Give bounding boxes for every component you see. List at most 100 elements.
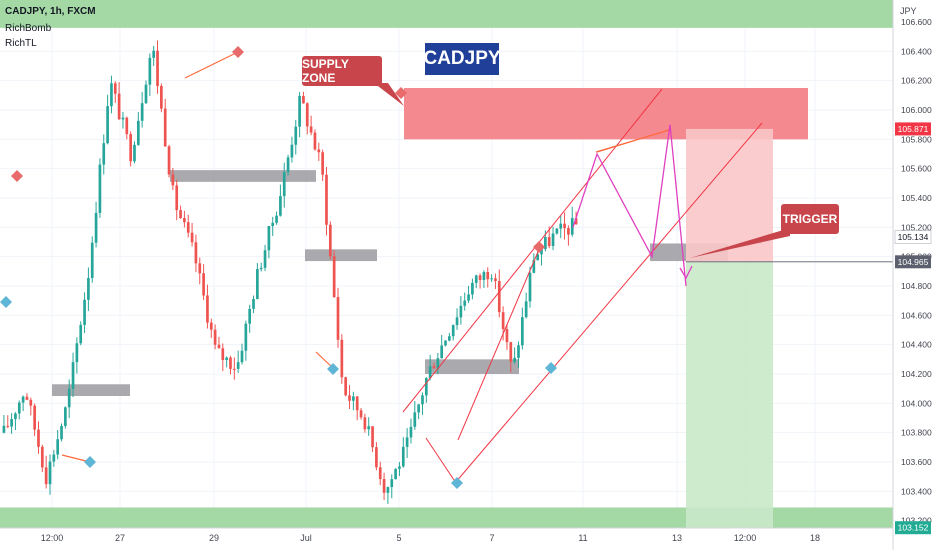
candle-body xyxy=(375,447,378,468)
candle-body xyxy=(14,413,17,420)
gray-1 xyxy=(52,384,130,396)
candle-body xyxy=(2,425,6,433)
candle-body xyxy=(302,95,305,104)
candle-body xyxy=(56,439,60,455)
candle-body xyxy=(209,322,213,330)
candle-body xyxy=(110,83,113,107)
indicator-richtl[interactable]: RichTL xyxy=(5,38,37,49)
candle-body xyxy=(87,278,90,300)
candle-body xyxy=(524,301,528,318)
bottom-demand xyxy=(0,507,893,528)
candle-body xyxy=(248,308,252,324)
candle-body xyxy=(79,324,83,344)
price-tick-label: 106.000 xyxy=(901,105,932,115)
candle-body xyxy=(340,339,344,378)
candle-body xyxy=(290,144,294,158)
candle-body xyxy=(378,467,382,480)
time-tick-label: 27 xyxy=(115,533,125,543)
pair-label: CADJPY xyxy=(423,43,501,75)
candle-body xyxy=(528,272,532,302)
candle-body xyxy=(478,275,482,281)
candle-body xyxy=(171,174,175,186)
candle-body xyxy=(6,425,10,427)
candle-body xyxy=(263,250,267,268)
pivot-diamond xyxy=(451,477,463,489)
price-tick-label: 104.200 xyxy=(901,369,932,379)
candle-body xyxy=(156,50,159,86)
candle-body xyxy=(344,377,348,396)
price-tag-bg xyxy=(895,521,931,535)
candle-body xyxy=(221,348,225,361)
candle-body xyxy=(186,222,190,233)
candle-body xyxy=(44,467,48,485)
price-tick-label: 105.400 xyxy=(901,193,932,203)
price-tag-bg xyxy=(894,230,932,244)
time-tick-label: 11 xyxy=(578,533,587,543)
candle-body xyxy=(259,267,263,270)
candle-body xyxy=(17,402,21,414)
candle-body xyxy=(232,368,236,370)
price-tag-label: 104.965 xyxy=(898,257,929,267)
candle-body xyxy=(144,84,148,104)
candle-body xyxy=(559,223,563,229)
candle-body xyxy=(194,242,198,264)
candle-body xyxy=(390,479,394,488)
pivot-diamond xyxy=(11,170,23,182)
candle-body xyxy=(202,273,205,296)
candle-body xyxy=(309,126,313,133)
candle-body xyxy=(25,396,29,400)
time-tick-label: 7 xyxy=(489,533,494,543)
swing-line xyxy=(315,351,334,369)
gray-4 xyxy=(425,359,519,374)
candle-body xyxy=(113,83,117,94)
price-tag-label: 105.871 xyxy=(898,124,929,134)
candle-body xyxy=(417,404,420,413)
candle-body xyxy=(401,446,405,467)
candle-body xyxy=(37,429,40,447)
candle-body xyxy=(551,233,555,247)
candle-body xyxy=(532,260,536,273)
price-tick-label: 106.600 xyxy=(901,17,932,27)
candle-body xyxy=(179,210,182,219)
indicator-richbomb[interactable]: RichBomb xyxy=(5,23,52,34)
pivot-diamond xyxy=(0,296,12,308)
candle-body xyxy=(217,344,221,349)
candle-body xyxy=(421,395,424,405)
candle-body xyxy=(355,396,359,411)
candle-body xyxy=(48,461,52,485)
price-tick-label: 105.600 xyxy=(901,164,932,174)
candle-body xyxy=(567,228,570,235)
candle-body xyxy=(67,388,71,408)
candle-body xyxy=(29,399,33,406)
candle-body xyxy=(570,218,574,235)
candle-body xyxy=(382,479,386,493)
candle-body xyxy=(544,237,547,250)
top-demand xyxy=(0,0,893,28)
candle-body xyxy=(298,95,301,127)
price-tick-label: 104.000 xyxy=(901,398,932,408)
supply-callout-pointer xyxy=(374,83,404,106)
candle-body xyxy=(213,329,217,345)
candle-body xyxy=(367,426,371,430)
candle-body xyxy=(136,120,140,145)
time-tick-label: Jul xyxy=(300,533,312,543)
candle-body xyxy=(328,224,332,257)
price-tag-bg xyxy=(895,255,931,269)
candle-body xyxy=(325,174,328,225)
candle-body xyxy=(513,357,516,362)
candle-body xyxy=(486,272,490,280)
price-tag-bg xyxy=(895,122,931,136)
time-tick-label: 18 xyxy=(810,533,820,543)
candle-body xyxy=(129,134,132,162)
channel-lower-line xyxy=(454,122,763,484)
candle-body xyxy=(133,144,136,162)
price-tag-label: 103.152 xyxy=(898,523,929,533)
candle-body xyxy=(440,345,444,359)
candle-body xyxy=(482,272,486,281)
candle-body xyxy=(229,357,232,369)
candle-body xyxy=(540,249,543,255)
candle-body xyxy=(286,157,290,173)
candle-body xyxy=(83,299,86,325)
candle-body xyxy=(148,57,152,85)
